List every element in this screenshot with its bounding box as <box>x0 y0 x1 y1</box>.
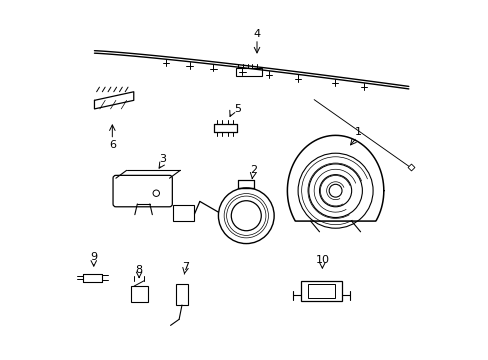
Text: 4: 4 <box>253 28 260 39</box>
Text: 7: 7 <box>182 262 189 272</box>
Bar <box>235 68 262 76</box>
Text: 5: 5 <box>233 104 241 113</box>
Text: 3: 3 <box>159 154 165 164</box>
Text: 9: 9 <box>90 252 97 262</box>
Bar <box>307 284 334 298</box>
Bar <box>130 286 147 302</box>
Bar <box>173 205 194 221</box>
Bar <box>176 284 187 305</box>
Text: 8: 8 <box>135 265 142 275</box>
Bar <box>300 281 341 301</box>
Text: 2: 2 <box>249 165 257 175</box>
Text: 6: 6 <box>109 140 116 150</box>
Text: 10: 10 <box>315 255 329 265</box>
Text: 1: 1 <box>355 127 362 137</box>
